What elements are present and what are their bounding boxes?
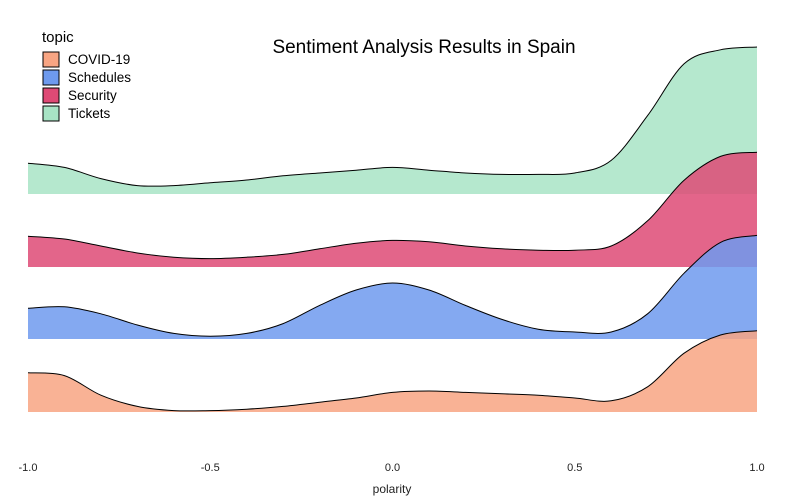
legend-title: topic (42, 29, 74, 46)
ridge-security (27, 151, 758, 267)
ridge-covid-19 (27, 330, 758, 412)
legend-label-schedules: Schedules (68, 70, 131, 85)
ridge-area-security (28, 152, 757, 267)
legend: topic COVID-19 Schedules Security Tickets (42, 29, 131, 122)
legend-swatch-covid-19 (42, 51, 60, 68)
ridge-area-tickets (28, 47, 757, 194)
legend-swatch-tickets (42, 105, 60, 122)
x-tick-label: 0.0 (385, 462, 400, 474)
legend-label-security: Security (68, 88, 117, 103)
legend-label-tickets: Tickets (68, 106, 111, 121)
x-tick-label: -0.5 (201, 462, 220, 474)
legend-swatch-security (42, 87, 60, 104)
ridge-line-schedules (27, 234, 758, 337)
chart-title: Sentiment Analysis Results in Spain (272, 37, 575, 58)
ridge-schedules (27, 234, 758, 339)
x-tick-label: 0.5 (567, 462, 582, 474)
x-axis-label: polarity (373, 482, 412, 496)
ridge-line-security (27, 151, 758, 260)
x-axis: -1.0 -0.5 0.0 0.5 1.0 (19, 462, 765, 474)
ridge-area-schedules (28, 235, 757, 339)
ridge-line-covid-19 (27, 330, 758, 412)
ridge-area-covid-19 (28, 330, 757, 412)
legend-label-covid-19: COVID-19 (68, 52, 130, 67)
ridge-line-tickets (27, 46, 758, 187)
ridges (27, 46, 758, 412)
x-tick-label: -1.0 (19, 462, 38, 474)
legend-swatch-schedules (42, 69, 60, 86)
ridge-tickets (27, 46, 758, 194)
x-tick-label: 1.0 (749, 462, 764, 474)
